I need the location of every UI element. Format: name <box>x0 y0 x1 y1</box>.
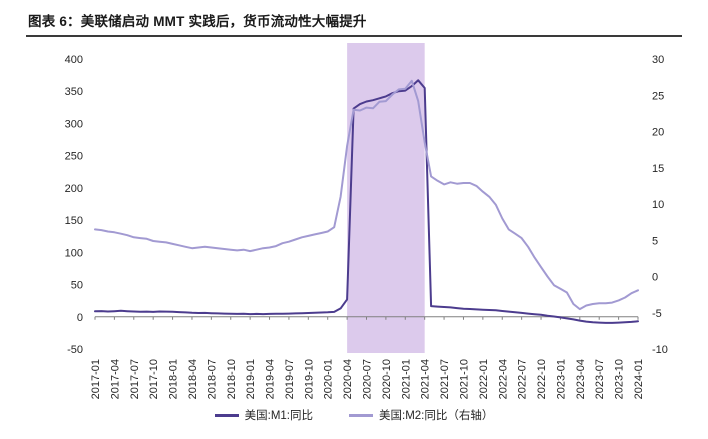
x-axis-tick-label: 2020-07 <box>362 359 374 399</box>
left-axis-tick-label: 350 <box>65 86 83 98</box>
left-axis-tick-label: 0 <box>77 312 83 324</box>
right-axis-tick-label: 20 <box>652 127 664 139</box>
x-axis-tick-label: 2018-04 <box>187 359 199 399</box>
x-axis-tick-label: 2018-07 <box>206 359 218 399</box>
dual-axis-line-chart: 400350300250200150100500-50302520151050-… <box>65 43 668 399</box>
x-axis-tick-label: 2017-10 <box>148 359 160 399</box>
series-line-m1 <box>94 79 639 324</box>
x-axis-tick-label: 2019-04 <box>265 359 277 399</box>
right-axis-tick-label: 15 <box>652 163 664 175</box>
legend-label-m1: 美国:M1:同比 <box>244 410 313 422</box>
x-axis-tick-label: 2021-10 <box>458 359 470 399</box>
left-axis-tick-label: 100 <box>65 247 83 259</box>
legend-item-m1: 美国:M1:同比 <box>214 407 313 423</box>
right-axis-tick-label: 25 <box>652 90 664 102</box>
right-axis-tick-label: 5 <box>652 235 658 247</box>
x-axis-tick-label: 2022-07 <box>517 359 529 399</box>
x-axis-tick-label: 2023-07 <box>594 359 606 399</box>
x-axis-tick-label: 2022-04 <box>497 359 509 399</box>
left-axis-tick-label: 200 <box>65 183 83 195</box>
x-axis-tick-label: 2019-07 <box>284 359 296 399</box>
right-axis-tick-label: 0 <box>652 272 658 284</box>
x-axis-tick-label: 2022-10 <box>536 359 548 399</box>
right-axis-tick-label: -10 <box>652 344 668 356</box>
x-axis-tick-label: 2020-01 <box>323 359 335 399</box>
x-axis-tick-label: 2023-04 <box>575 359 587 399</box>
title-divider <box>26 35 682 37</box>
x-axis-tick-label: 2020-10 <box>381 359 393 399</box>
chart-title: 图表 6：美联储启动 MMT 实践后，货币流动性大幅提升 <box>28 14 367 29</box>
legend-item-m2: 美国:M2:同比（右轴） <box>349 407 493 423</box>
left-axis-tick-label: -50 <box>67 344 83 356</box>
left-axis-tick-label: 250 <box>65 151 83 163</box>
right-axis-tick-label: 30 <box>652 54 664 66</box>
chart-legend: 美国:M1:同比 美国:M2:同比（右轴） <box>0 407 708 423</box>
left-axis-tick-label: 150 <box>65 215 83 227</box>
left-axis-tick-label: 400 <box>65 54 83 66</box>
highlight-band <box>347 43 425 353</box>
x-axis-tick-label: 2018-01 <box>168 359 180 399</box>
left-axis-tick-label: 50 <box>71 280 83 292</box>
x-axis-tick-label: 2018-10 <box>226 359 238 399</box>
series-line-m2 <box>94 79 639 311</box>
x-axis-tick-label: 2017-04 <box>109 359 121 399</box>
x-axis-tick-label: 2017-07 <box>129 359 141 399</box>
right-axis-tick-label: 10 <box>652 199 664 211</box>
x-axis-tick-label: 2024-01 <box>633 359 645 399</box>
x-axis-tick-label: 2019-10 <box>303 359 315 399</box>
legend-line-swatch-m1 <box>214 413 239 417</box>
right-axis-tick-label: -5 <box>652 308 662 320</box>
x-axis-tick-label: 2021-04 <box>420 359 432 399</box>
x-axis-tick-label: 2023-01 <box>555 359 567 399</box>
x-axis-tick-label: 2019-01 <box>245 359 257 399</box>
legend-line-swatch-m2 <box>349 413 373 417</box>
x-axis-tick-label: 2021-07 <box>439 359 451 399</box>
x-axis-tick-label: 2017-01 <box>90 359 102 399</box>
x-axis-tick-label: 2021-01 <box>400 359 412 399</box>
x-axis-tick-label: 2022-01 <box>478 359 490 399</box>
left-axis-tick-label: 300 <box>65 118 83 130</box>
x-axis-tick-label: 2020-04 <box>342 359 354 399</box>
legend-label-m2: 美国:M2:同比（右轴） <box>379 410 494 422</box>
x-axis-tick-label: 2023-10 <box>614 359 626 399</box>
